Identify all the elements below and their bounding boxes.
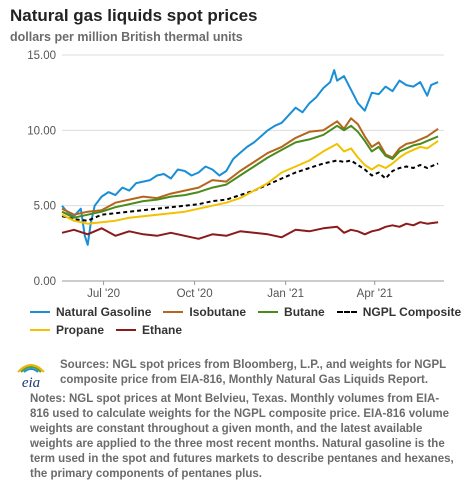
x-axis-ticks: Jul '20 Oct '20 Jan '21 Apr '21 — [87, 281, 393, 300]
legend-swatch-ngpl-composite — [336, 311, 357, 313]
y-axis-ticks: 0.00 5.00 10.00 15.00 — [27, 50, 56, 288]
legend-row-2: Propane Ethane — [30, 321, 450, 339]
y-tick-label-0-00: 0.00 — [34, 276, 56, 288]
legend-label-propane: Propane — [56, 323, 105, 337]
series-line-natural-gasoline — [61, 69, 439, 246]
legend-item-propane: Propane — [30, 323, 104, 337]
legend-swatch-ethane — [116, 329, 137, 331]
x-tick-label-apr-21: Apr '21 — [357, 288, 393, 300]
y-tick-label-5-00: 5.00 — [34, 201, 56, 213]
series-lines — [61, 69, 439, 246]
legend-item-butane: Butane — [258, 305, 325, 319]
legend-item-ethane: Ethane — [116, 323, 182, 337]
legend-item-isobutane: Isobutane — [163, 305, 246, 319]
legend-item-natural-gasoline: Natural Gasoline — [30, 305, 151, 319]
series-line-isobutane — [61, 117, 439, 216]
legend-label-isobutane: Isobutane — [189, 305, 247, 319]
x-tick-label-oct-20: Oct '20 — [177, 288, 213, 300]
chart-subtitle: dollars per million British thermal unit… — [10, 30, 243, 44]
legend-label-ethane: Ethane — [142, 323, 183, 337]
legend-swatch-natural-gasoline — [30, 311, 50, 313]
chart-title: Natural gas liquids spot prices — [10, 6, 258, 25]
x-tick-label-jan-21: Jan '21 — [267, 288, 304, 300]
eia-logo-text: eia — [22, 375, 40, 391]
series-line-ethane — [61, 221, 439, 240]
legend-row-1: Natural Gasoline Isobutane Butane NGPL C… — [30, 303, 461, 321]
series-line-propane — [61, 140, 439, 225]
legend-label-natural-gasoline: Natural Gasoline — [56, 305, 152, 319]
line-chart: 0.00 5.00 10.00 15.00 Jul '20 Oct '20 Jan '21… — [27, 50, 444, 300]
legend-label-ngpl-composite: NGPL Composite — [362, 305, 462, 319]
series-line-butane — [61, 124, 439, 219]
legend-item-ngpl-composite: NGPL Composite — [336, 305, 462, 319]
legend-swatch-butane — [258, 311, 279, 313]
y-tick-label-10-00: 10.00 — [27, 125, 56, 137]
legend-label-butane: Butane — [284, 305, 325, 319]
notes-text: Notes: NGL spot prices at Mont Belvieu, … — [30, 393, 454, 480]
y-tick-label-15-00: 15.00 — [27, 50, 56, 62]
series-line-ngpl-composite — [61, 159, 439, 222]
chart-legend: Natural Gasoline Isobutane Butane NGPL C… — [30, 303, 461, 339]
x-tick-label-jul-20: Jul '20 — [87, 288, 120, 300]
legend-swatch-propane — [30, 329, 50, 331]
eia-logo-icon: eia — [17, 364, 45, 391]
legend-swatch-isobutane — [163, 311, 184, 313]
sources-note: Sources: NGL spot prices from Bloomberg,… — [60, 359, 446, 386]
